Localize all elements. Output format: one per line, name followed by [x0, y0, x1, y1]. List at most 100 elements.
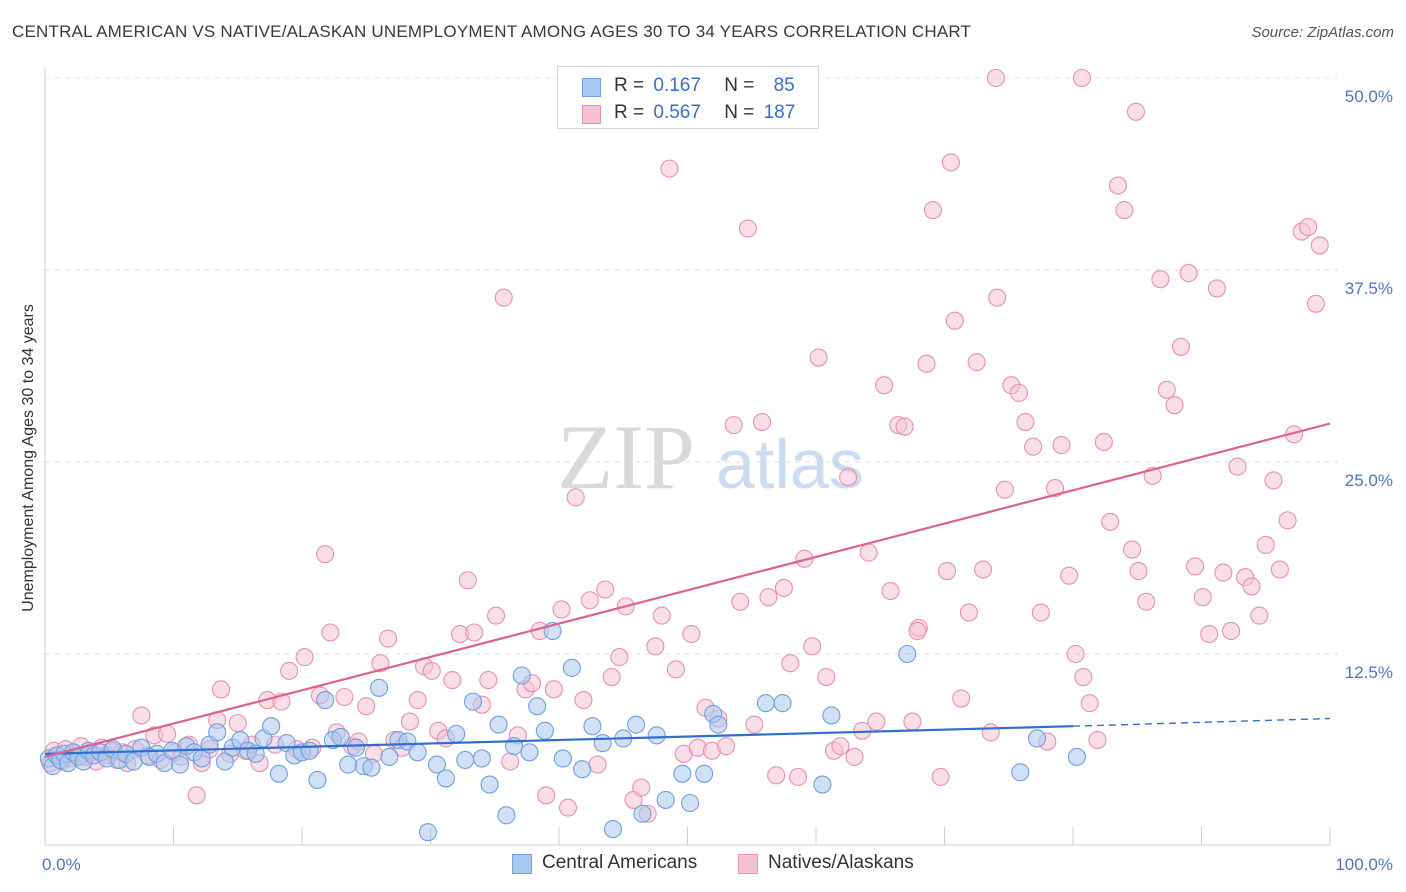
data-point [400, 712, 419, 731]
data-point [1137, 592, 1156, 611]
data-point [497, 806, 516, 825]
data-point [335, 687, 354, 707]
data-point [898, 644, 917, 664]
data-point [512, 666, 531, 685]
data-point [1074, 667, 1093, 687]
data-point [528, 697, 547, 716]
r-value: 0.167 [653, 75, 701, 96]
data-point [408, 743, 427, 762]
data-point [945, 311, 964, 330]
data-point [809, 348, 828, 367]
data-point [480, 775, 499, 794]
data-point [370, 678, 389, 697]
data-point [443, 671, 462, 690]
data-point [1250, 606, 1269, 625]
data-point [839, 468, 858, 487]
data-point [408, 691, 427, 710]
data-point [427, 755, 446, 774]
data-point [1256, 535, 1275, 554]
data-point [295, 648, 314, 667]
data-point [1242, 577, 1261, 596]
trend-line-natives-alaskans [44, 422, 1331, 758]
data-point [967, 353, 986, 372]
data-point [544, 680, 563, 699]
data-point [602, 667, 621, 687]
data-point [1067, 747, 1086, 766]
data-point [627, 715, 646, 734]
data-point [321, 623, 340, 642]
data-point [574, 691, 593, 710]
data-point [781, 654, 800, 673]
data-point [1101, 512, 1120, 531]
data-point [280, 661, 299, 680]
data-point [656, 790, 675, 809]
legend-swatch-pink [738, 854, 758, 874]
data-point [709, 715, 728, 734]
data-point [673, 764, 692, 783]
watermark-atlas: atlas [716, 425, 864, 503]
data-point [1066, 644, 1085, 664]
data-point [867, 712, 886, 731]
data-point [331, 727, 350, 746]
data-point [1200, 624, 1219, 644]
data-point [666, 660, 685, 679]
data-point [479, 671, 498, 690]
data-point [1165, 396, 1184, 415]
watermark: ZIP atlas [557, 406, 864, 508]
data-point [988, 288, 1007, 307]
data-point [132, 706, 151, 725]
y-tick-label: 25.0% [1345, 471, 1393, 490]
data-point [501, 752, 520, 771]
data-point [1222, 621, 1241, 641]
data-point [486, 606, 506, 625]
data-point [923, 201, 942, 220]
data-point [681, 793, 700, 813]
data-point [1310, 236, 1329, 255]
data-point [1031, 603, 1050, 622]
y-tick-label: 12.5% [1345, 663, 1393, 682]
data-point [788, 767, 808, 786]
data-point [1123, 540, 1142, 559]
data-point [436, 769, 455, 788]
tick-labels: 12.5% 25.0% 37.5% 50.0% 0.0% 100.0% [42, 87, 1393, 874]
data-point [379, 629, 398, 648]
data-point [903, 712, 922, 731]
data-point [456, 750, 475, 770]
data-point [881, 581, 900, 601]
data-point [941, 153, 960, 172]
data-point [1080, 694, 1099, 713]
data-point [1011, 763, 1030, 782]
legend-label: Central Americans [542, 852, 698, 873]
data-point [566, 488, 585, 507]
data-point [208, 723, 227, 742]
r-label: R = [614, 75, 645, 96]
data-point [682, 624, 701, 644]
data-point [995, 480, 1014, 499]
data-point [300, 741, 319, 760]
data-point [1171, 337, 1190, 356]
data-point [603, 820, 623, 839]
data-point [588, 755, 607, 774]
data-point [262, 717, 281, 736]
data-point [731, 592, 750, 611]
data-point [458, 571, 477, 590]
data-point [1016, 413, 1035, 432]
data-point [845, 747, 864, 766]
data-point [339, 755, 358, 774]
data-point [593, 734, 612, 753]
data-point [211, 680, 231, 699]
data-point [822, 706, 841, 725]
data-point [170, 755, 189, 774]
data-point [1264, 471, 1283, 490]
data-point [917, 354, 936, 373]
data-point [695, 764, 714, 783]
data-point [494, 288, 513, 307]
data-point [228, 714, 247, 733]
r-label: R = [614, 102, 645, 123]
data-point [1299, 217, 1318, 237]
data-point [859, 543, 878, 562]
data-point [1278, 511, 1297, 530]
data-point [447, 724, 466, 743]
y-tick-label: 50.0% [1345, 87, 1393, 106]
data-point [973, 560, 993, 579]
